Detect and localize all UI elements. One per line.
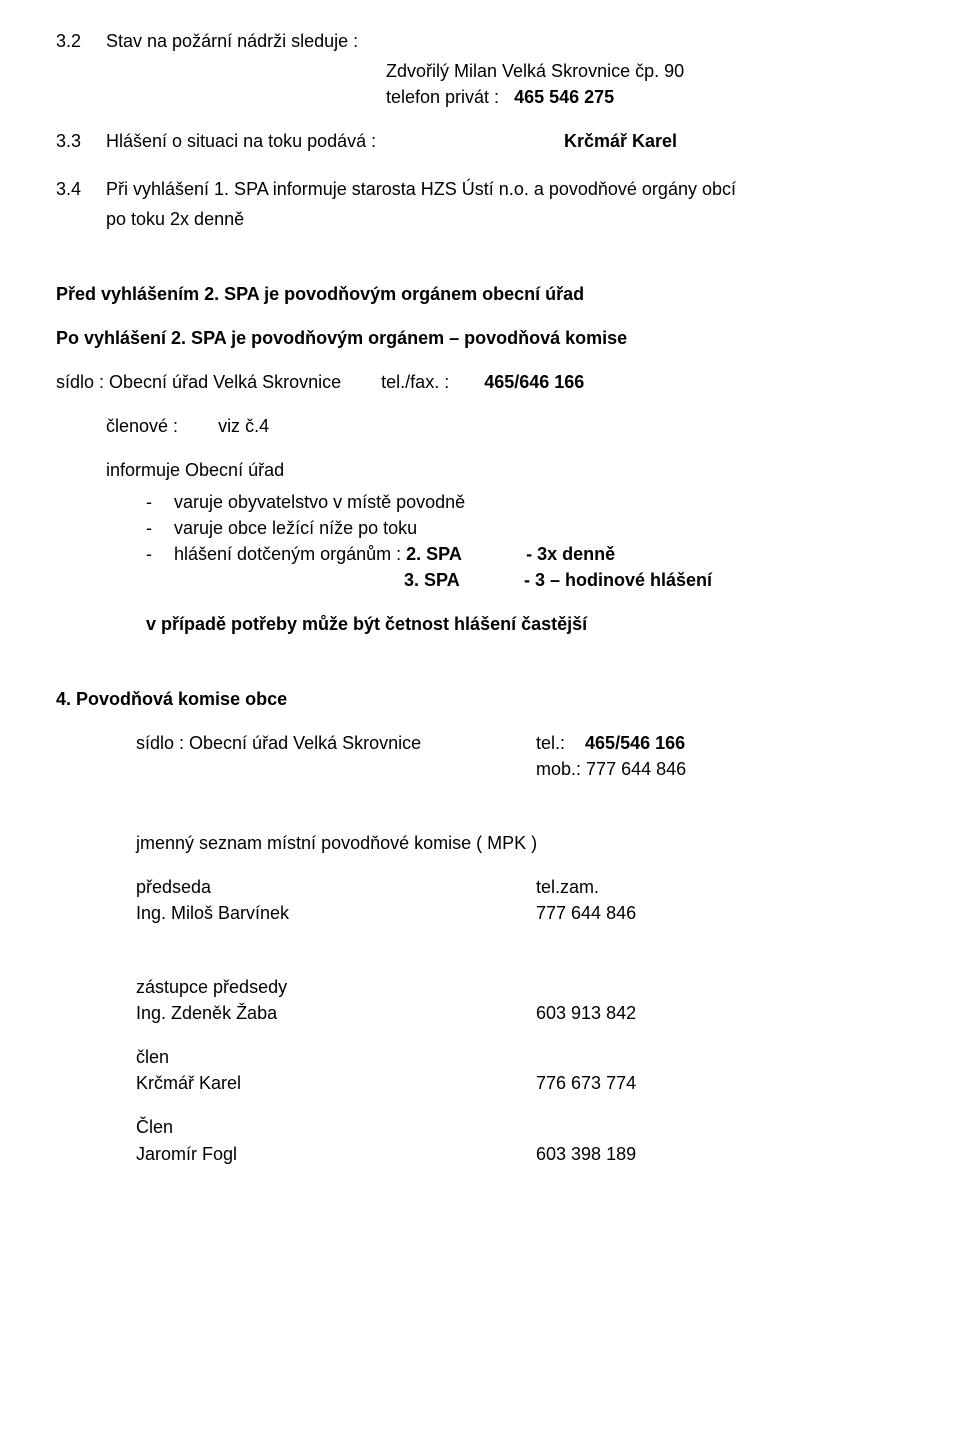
seat2-label: sídlo : Obecní úřad Velká Skrovnice [136,730,536,756]
vice-block: zástupce předsedy Ing. Zdeněk Žaba 603 9… [136,974,904,1026]
list-item: - varuje obyvatelstvo v místě povodně [146,489,904,515]
bullet3-l2b: - 3 – hodinové hlášení [524,570,712,590]
bullet-text: varuje obce ležící níže po toku [174,515,417,541]
vice-role: zástupce předsedy [136,974,904,1000]
member2-phone: 603 398 189 [536,1141,904,1167]
vice-phone: 603 913 842 [536,1000,904,1026]
before-declaration: Před vyhlášením 2. SPA je povodňovým org… [56,281,904,307]
bullet3-l1a: 2. SPA [406,541,526,567]
bullet3-l2a: 3. SPA [404,567,524,593]
chair-phone: 777 644 846 [536,900,904,926]
section-3-4-label2: po toku 2x denně [106,206,904,232]
section-4-heading: 4. Povodňová komise obce [56,686,904,712]
section-4-title: Povodňová komise obce [76,689,287,709]
list-item-cont: 3. SPA- 3 – hodinové hlášení [146,567,904,593]
inform-line: informuje Obecní úřad [106,457,904,483]
seat2-tel-label: tel.: [536,733,565,753]
section-3-3-value: Krčmář Karel [564,128,904,154]
mpk-title: jmenný seznam místní povodňové komise ( … [136,830,904,856]
phone-value: 465 546 275 [514,87,614,107]
member1-role: člen [136,1044,904,1070]
chair-tel-label: tel.zam. [536,874,904,900]
member2-name: Jaromír Fogl [136,1141,536,1167]
chair-role: předseda [136,874,536,900]
section-3-3-row: 3.3 Hlášení o situaci na toku podává : K… [56,128,904,154]
seat2-line2: mob.: 777 644 846 [136,756,904,782]
section-3-2-value1: Zdvořilý Milan Velká Skrovnice čp. 90 [386,58,904,84]
frequency-note: v případě potřeby může být četnost hláše… [146,611,904,637]
bullet-list: - varuje obyvatelstvo v místě povodně - … [56,489,904,593]
section-3-3-label: Hlášení o situaci na toku podává : [106,128,564,154]
seat2-mob-value: 777 644 846 [586,759,686,779]
member1-block: člen Krčmář Karel 776 673 774 [136,1044,904,1096]
section-3-2-value2: telefon privát : 465 546 275 [386,84,904,110]
member2-role: Člen [136,1114,904,1140]
section-3-4-num: 3.4 [56,176,106,202]
seat2-mob-label: mob.: [536,759,581,779]
bullet3-line1: hlášení dotčeným orgánům : 2. SPA- 3x de… [174,541,615,567]
seat-label: sídlo : Obecní úřad Velká Skrovnice [56,372,341,392]
section-3-2-row: 3.2 Stav na požární nádrži sleduje : [56,28,904,54]
seat-tel-value: 465/646 166 [484,372,584,392]
members-label: členové : [106,416,178,436]
members-value: viz č.4 [218,416,269,436]
section-3-3-num: 3.3 [56,128,106,154]
dash-icon: - [146,515,174,541]
seat-tel-label: tel./fax. : [381,372,449,392]
document-page: 3.2 Stav na požární nádrži sleduje : Zdv… [0,0,960,1434]
bullet3-line2: 3. SPA- 3 – hodinové hlášení [174,567,712,593]
chair-block: předseda tel.zam. Ing. Miloš Barvínek 77… [136,874,904,926]
seat-line: sídlo : Obecní úřad Velká Skrovnice tel.… [56,369,904,395]
phone-label: telefon privát : [386,87,499,107]
chair-name: Ing. Miloš Barvínek [136,900,536,926]
member1-name: Krčmář Karel [136,1070,536,1096]
dash-icon: - [146,489,174,515]
seat2-block: sídlo : Obecní úřad Velká Skrovnice tel.… [136,730,904,782]
member2-block: Člen Jaromír Fogl 603 398 189 [136,1114,904,1166]
bullet3-l1b: - 3x denně [526,544,615,564]
after-declaration: Po vyhlášení 2. SPA je povodňovým orgáne… [56,325,904,351]
seat2-line1: sídlo : Obecní úřad Velká Skrovnice tel.… [136,730,904,756]
bullet3-prefix: hlášení dotčeným orgánům : [174,544,406,564]
dash-icon: - [146,541,174,567]
bullet-text: varuje obyvatelstvo v místě povodně [174,489,465,515]
member1-phone: 776 673 774 [536,1070,904,1096]
list-item: - hlášení dotčeným orgánům : 2. SPA- 3x … [146,541,904,567]
section-4-num: 4. [56,689,71,709]
seat2-tel-value: 465/546 166 [585,733,685,753]
section-3-2-label: Stav na požární nádrži sleduje : [106,28,904,54]
section-3-2-num: 3.2 [56,28,106,54]
list-item: - varuje obce ležící níže po toku [146,515,904,541]
members-line: členové : viz č.4 [106,413,904,439]
vice-name: Ing. Zdeněk Žaba [136,1000,536,1026]
section-3-4-row: 3.4 Při vyhlášení 1. SPA informuje staro… [56,176,904,202]
section-3-4-label1: Při vyhlášení 1. SPA informuje starosta … [106,176,904,202]
